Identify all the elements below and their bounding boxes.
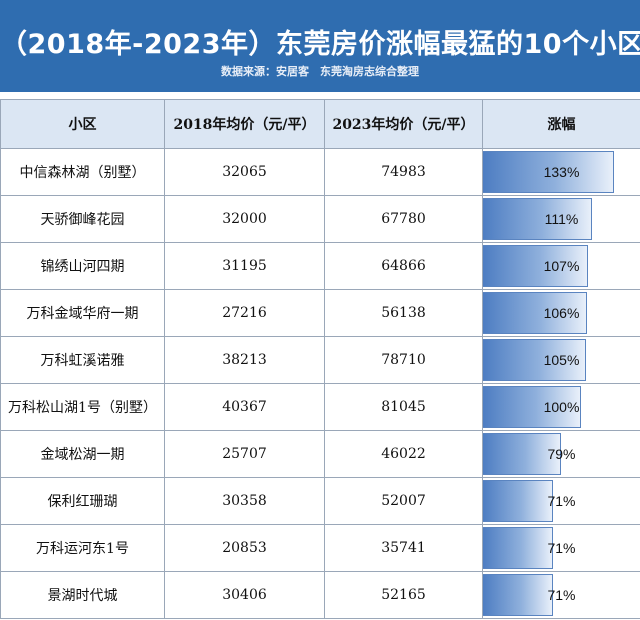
price-2018-cell: 25707	[164, 430, 325, 478]
price-2018-cell: 30406	[164, 571, 325, 619]
column-header-price-2023: 2023年均价（元/平）	[324, 99, 483, 149]
price-2018-cell: 32065	[164, 148, 325, 196]
growth-value: 106%	[543, 304, 580, 321]
growth-cell: 133%	[482, 148, 640, 196]
growth-bar	[483, 386, 581, 428]
community-name-cell: 天骄御峰花园	[0, 195, 165, 243]
price-2018-cell: 20853	[164, 524, 325, 572]
growth-cell: 105%	[482, 336, 640, 384]
price-2023-cell: 78710	[324, 336, 483, 384]
growth-value: 71%	[547, 492, 576, 509]
community-name-cell: 景湖时代城	[0, 571, 165, 619]
growth-value: 100%	[543, 398, 580, 415]
price-2018-cell: 38213	[164, 336, 325, 384]
growth-value: 107%	[543, 257, 580, 274]
table-header-row: 小区 2018年均价（元/平） 2023年均价（元/平） 涨幅	[0, 99, 640, 149]
table-row: 保利红珊瑚 30358 52007 71%	[0, 477, 640, 525]
data-source-note: 数据来源：安居客 东莞淘房志综合整理	[221, 65, 419, 78]
growth-cell: 71%	[482, 477, 640, 525]
growth-bar	[483, 292, 587, 334]
community-name-cell: 万科运河东1号	[0, 524, 165, 572]
price-2018-cell: 31195	[164, 242, 325, 290]
community-name-cell: 保利红珊瑚	[0, 477, 165, 525]
price-2023-cell: 52007	[324, 477, 483, 525]
growth-value: 133%	[543, 163, 580, 180]
price-2023-cell: 52165	[324, 571, 483, 619]
growth-bar	[483, 198, 592, 240]
price-2018-cell: 32000	[164, 195, 325, 243]
growth-value: 105%	[543, 351, 580, 368]
growth-cell: 79%	[482, 430, 640, 478]
column-header-price-2018: 2018年均价（元/平）	[164, 99, 325, 149]
column-header-community: 小区	[0, 99, 165, 149]
growth-value: 71%	[547, 586, 576, 603]
growth-bar	[483, 480, 553, 522]
growth-cell: 71%	[482, 524, 640, 572]
table-row: 万科运河东1号 20853 35741 71%	[0, 524, 640, 572]
price-2023-cell: 67780	[324, 195, 483, 243]
table-row: 金域松湖一期 25707 46022 79%	[0, 430, 640, 478]
community-name-cell: 万科虹溪诺雅	[0, 336, 165, 384]
table-row: 中信森林湖（别墅） 32065 74983 133%	[0, 148, 640, 196]
community-name-cell: 中信森林湖（别墅）	[0, 148, 165, 196]
community-name-cell: 锦绣山河四期	[0, 242, 165, 290]
table-row: 万科虹溪诺雅 38213 78710 105%	[0, 336, 640, 384]
price-2023-cell: 46022	[324, 430, 483, 478]
growth-bar	[483, 527, 553, 569]
price-2023-cell: 56138	[324, 289, 483, 337]
growth-value: 79%	[547, 445, 576, 462]
growth-bar	[483, 245, 588, 287]
price-2023-cell: 64866	[324, 242, 483, 290]
table-row: 万科松山湖1号（别墅） 40367 81045 100%	[0, 383, 640, 431]
table-row: 锦绣山河四期 31195 64866 107%	[0, 242, 640, 290]
growth-bar	[483, 574, 553, 616]
growth-bar	[483, 433, 561, 475]
price-2018-cell: 30358	[164, 477, 325, 525]
table-row: 景湖时代城 30406 52165 71%	[0, 571, 640, 619]
growth-value: 71%	[547, 539, 576, 556]
growth-cell: 107%	[482, 242, 640, 290]
community-name-cell: 金域松湖一期	[0, 430, 165, 478]
growth-bar	[483, 339, 586, 381]
price-2023-cell: 81045	[324, 383, 483, 431]
table-row: 天骄御峰花园 32000 67780 111%	[0, 195, 640, 243]
community-name-cell: 万科松山湖1号（别墅）	[0, 383, 165, 431]
column-header-growth: 涨幅	[482, 99, 640, 149]
community-name-cell: 万科金域华府一期	[0, 289, 165, 337]
price-2023-cell: 74983	[324, 148, 483, 196]
page-title: （2018年-2023年）东莞房价涨幅最猛的10个小区	[0, 29, 640, 60]
price-2018-cell: 40367	[164, 383, 325, 431]
growth-cell: 71%	[482, 571, 640, 619]
growth-bar	[483, 151, 614, 193]
growth-value: 111%	[544, 210, 579, 227]
title-banner: （2018年-2023年）东莞房价涨幅最猛的10个小区 数据来源：安居客 东莞淘…	[0, 0, 640, 92]
table-row: 万科金域华府一期 27216 56138 106%	[0, 289, 640, 337]
growth-cell: 106%	[482, 289, 640, 337]
growth-cell: 100%	[482, 383, 640, 431]
growth-cell: 111%	[482, 195, 640, 243]
price-2018-cell: 27216	[164, 289, 325, 337]
price-2023-cell: 35741	[324, 524, 483, 572]
price-growth-table: 小区 2018年均价（元/平） 2023年均价（元/平） 涨幅 中信森林湖（别墅…	[0, 99, 640, 619]
table-body: 中信森林湖（别墅） 32065 74983 133% 天骄御峰花园 32000 67780 1…	[0, 148, 640, 619]
